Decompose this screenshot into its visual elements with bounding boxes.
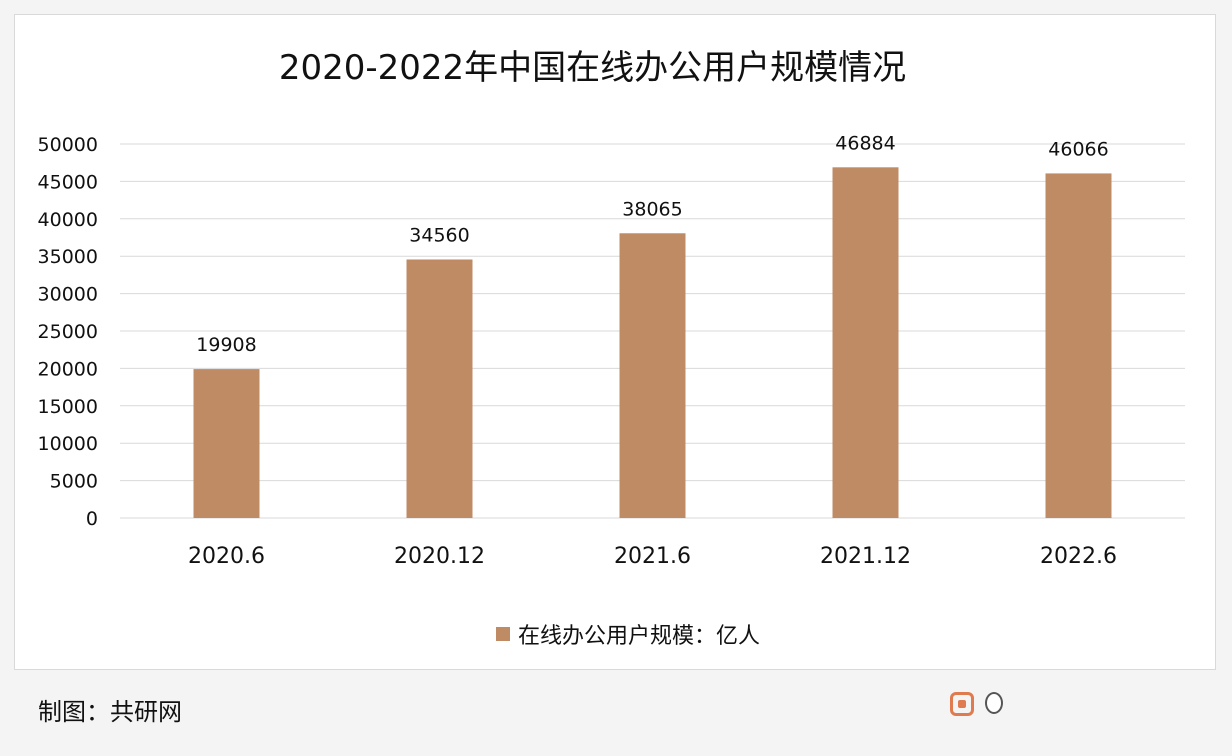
y-tick-label: 20000 [38,358,98,380]
y-tick-label: 50000 [38,134,98,156]
y-tick-label: 45000 [38,171,98,193]
legend-label: 在线办公用户规模：亿人 [518,624,760,649]
chart-card [14,14,1216,670]
y-tick-label: 0 [86,508,98,530]
y-tick-label: 25000 [38,321,98,343]
x-tick-label: 2020.6 [188,544,265,569]
x-tick-label: 2022.6 [1040,544,1117,569]
legend-swatch [496,627,510,641]
data-label: 46884 [835,132,895,154]
x-tick-label: 2021.12 [820,544,911,569]
weibo-logo-icon [985,692,1003,714]
bar [406,259,473,518]
y-tick-label: 40000 [38,209,98,231]
chart-title: 2020-2022年中国在线办公用户规模情况 [278,48,907,88]
x-tick-label: 2021.6 [614,544,691,569]
data-label: 19908 [196,334,256,356]
source-note: 制图：共研网 [38,698,182,726]
data-label: 46066 [1048,138,1108,160]
bar [619,233,686,518]
data-label: 34560 [409,224,469,246]
watermark-icon [950,692,974,716]
data-label: 38065 [622,198,682,220]
x-tick-label: 2020.12 [394,544,485,569]
y-tick-label: 10000 [38,433,98,455]
y-tick-label: 5000 [50,471,98,493]
y-tick-label: 15000 [38,396,98,418]
y-tick-label: 30000 [38,284,98,306]
bar [1045,173,1112,518]
y-tick-label: 35000 [38,246,98,268]
bar-chart: 0 5000 10000 15000 20000 25000 30000 35000 40000… [38,132,1185,649]
bar [832,167,899,518]
bar [193,369,260,518]
